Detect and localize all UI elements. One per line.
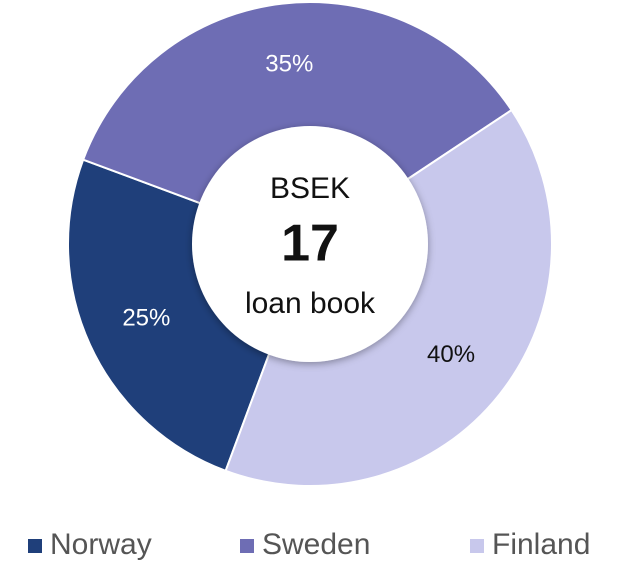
center-text: BSEK [270, 172, 350, 205]
legend-swatch [28, 539, 42, 553]
center-hole [192, 126, 428, 362]
data-label: 40% [427, 341, 475, 368]
center-text: loan book [245, 287, 376, 320]
data-label: 25% [122, 304, 170, 331]
legend-label: Sweden [262, 528, 370, 561]
center-value: 17 [281, 215, 339, 273]
legend-swatch [240, 539, 254, 553]
legend-label: Norway [50, 528, 152, 561]
legend-label: Finland [492, 528, 590, 561]
legend-swatch [470, 539, 484, 553]
data-label: 35% [265, 51, 313, 78]
